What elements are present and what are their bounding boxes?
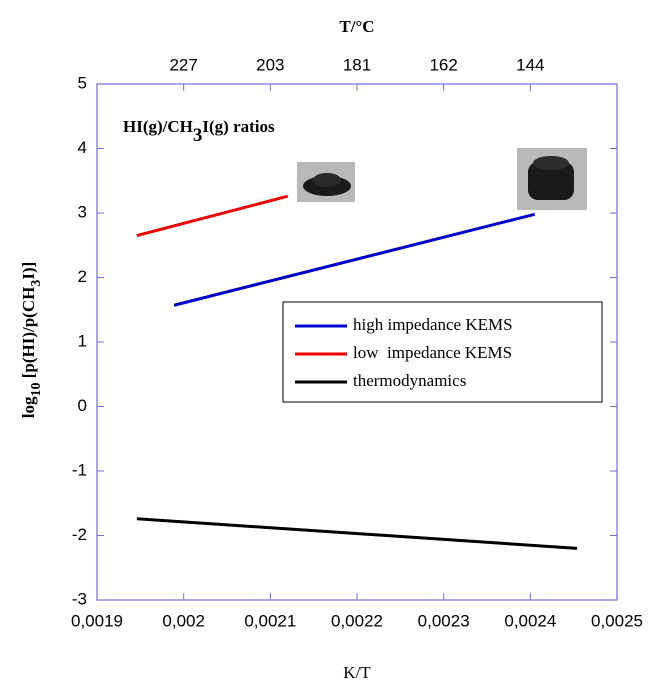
x-tick-label: 0,0023: [418, 611, 470, 630]
x-tick-label: 0,0019: [71, 611, 123, 630]
ylabel-subscript: 3: [29, 280, 44, 287]
legend-label: low impedance KEMS: [353, 343, 512, 362]
series-line: [173, 212, 536, 307]
y-tick-label: 2: [78, 267, 87, 286]
y-tick-label: -3: [72, 589, 87, 608]
y-tick-label: 3: [78, 202, 87, 221]
x2-tick-label: 227: [169, 55, 197, 74]
title-part: HI(g)/CH: [123, 117, 193, 136]
x-tick-label: 0,002: [162, 611, 205, 630]
ylabel-part: log: [19, 396, 38, 418]
legend-label: high impedance KEMS: [353, 315, 513, 334]
y-tick-label: 4: [78, 138, 87, 157]
x2-axis-label: T/°C: [339, 17, 374, 36]
legend-label: thermodynamics: [353, 371, 466, 390]
x2-tick-label: 144: [516, 55, 544, 74]
title-subscript: 3: [193, 125, 203, 146]
x-axis-label: K/T: [343, 663, 371, 682]
chart-title: HI(g)/CH3I(g) ratios: [123, 117, 275, 146]
ylabel-subscript: 10: [29, 383, 44, 397]
title-part: I(g) ratios: [202, 117, 275, 136]
x-tick-label: 0,0025: [591, 611, 643, 630]
y-tick-label: 5: [78, 73, 87, 92]
legend-box: [282, 301, 603, 403]
x2-tick-label: 162: [429, 55, 457, 74]
photo-small-plug: [297, 162, 355, 202]
ylabel-part: [p(HI)/p(CH: [19, 287, 38, 383]
x2-tick-label: 203: [256, 55, 284, 74]
y-tick-label: -2: [72, 525, 87, 544]
series-line: [136, 194, 289, 238]
y-tick-label: 0: [78, 396, 87, 415]
x-tick-label: 0,0021: [244, 611, 296, 630]
series-line: [136, 517, 578, 550]
photo-large-plug: [517, 148, 587, 210]
ylabel-part: I)]: [19, 262, 38, 280]
x-tick-label: 0,0022: [331, 611, 383, 630]
y-axis-label: log10 [p(HI)/p(CH3I)]: [19, 262, 44, 419]
y-tick-label: -1: [72, 460, 87, 479]
x2-tick-label: 181: [343, 55, 371, 74]
y-tick-label: 1: [78, 331, 87, 350]
x-tick-label: 0,0024: [504, 611, 556, 630]
